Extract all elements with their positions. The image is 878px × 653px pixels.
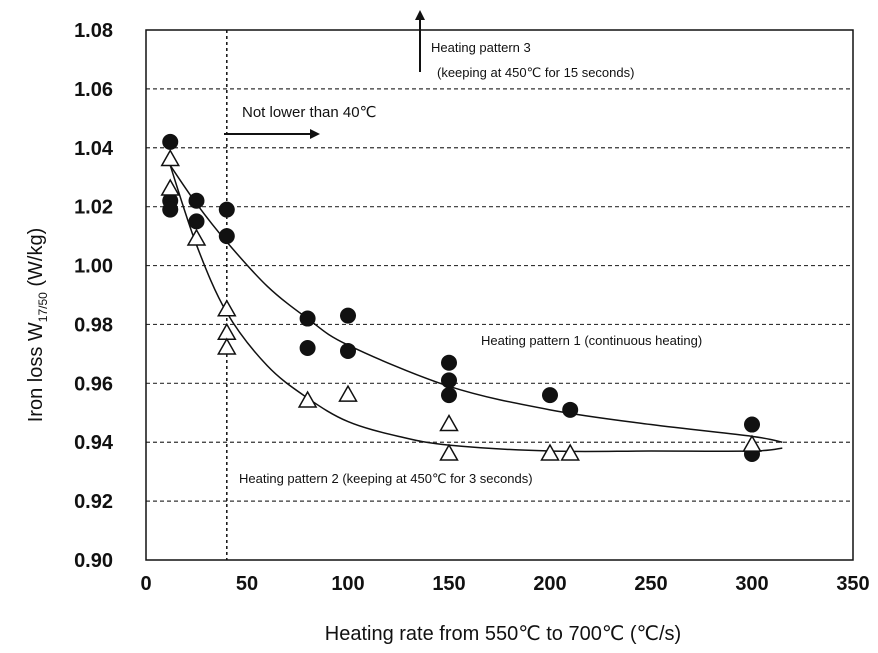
data-point-triangle — [744, 436, 761, 451]
grid-lines — [146, 89, 853, 501]
data-points — [162, 134, 761, 462]
x-tick-label: 300 — [735, 573, 768, 595]
y-axis-label-sub: 17/50 — [36, 292, 50, 322]
data-point-triangle — [188, 230, 205, 245]
y-tick-label: 0.94 — [74, 432, 114, 454]
fit-curves — [170, 165, 782, 451]
y-tick-label: 0.98 — [74, 314, 113, 336]
data-point-circle — [219, 202, 235, 218]
x-tick-label: 0 — [140, 573, 151, 595]
x-tick-label: 350 — [836, 573, 869, 595]
y-axis-label-unit: (W/kg) — [25, 228, 47, 292]
annotation-pattern-3-line2: (keeping at 450℃ for 15 seconds) — [437, 65, 634, 80]
y-tick-label: 0.96 — [74, 373, 113, 395]
data-point-circle — [340, 343, 356, 359]
data-point-circle — [189, 193, 205, 209]
y-tick-label: 1.06 — [74, 79, 113, 101]
y-tick-label: 1.08 — [74, 20, 113, 42]
y-tick-labels: 0.90 0.92 0.94 0.96 0.98 1.00 1.02 1.04 1.06 1.08 — [74, 20, 114, 572]
data-point-triangle — [562, 445, 579, 460]
data-point-triangle — [340, 386, 357, 401]
annotation-pattern-1: Heating pattern 1 (continuous heating) — [481, 333, 702, 348]
data-point-circle — [219, 228, 235, 244]
x-tick-label: 150 — [432, 573, 465, 595]
y-tick-label: 1.00 — [74, 256, 113, 278]
annotation-pattern-3-line1: Heating pattern 3 — [431, 40, 531, 55]
y-axis-label-main: Iron loss W — [25, 322, 47, 422]
x-tick-label: 100 — [331, 573, 364, 595]
data-point-circle — [300, 340, 316, 356]
data-point-circle — [340, 308, 356, 324]
y-tick-label: 1.02 — [74, 197, 113, 219]
data-point-triangle — [441, 416, 458, 431]
data-point-circle — [562, 402, 578, 418]
data-point-circle — [300, 311, 316, 327]
y-tick-label: 1.04 — [74, 138, 114, 160]
x-tick-label: 200 — [533, 573, 566, 595]
data-point-triangle — [218, 339, 235, 354]
data-point-circle — [744, 417, 760, 433]
x-axis-label: Heating rate from 550℃ to 700℃ (℃/s) — [325, 623, 681, 645]
fit-curve — [170, 165, 782, 451]
data-point-circle — [441, 387, 457, 403]
data-point-circle — [162, 134, 178, 150]
data-point-circle — [189, 213, 205, 229]
annotation-pattern-2: Heating pattern 2 (keeping at 450℃ for 3… — [239, 471, 533, 486]
x-tick-labels: 0 50 100 150 200 250 300 350 — [140, 573, 869, 595]
data-point-triangle — [218, 324, 235, 339]
data-point-triangle — [542, 445, 559, 460]
data-point-triangle — [441, 445, 458, 460]
data-point-circle — [542, 387, 558, 403]
data-point-circle — [441, 372, 457, 388]
x-tick-label: 50 — [236, 573, 258, 595]
annotation-not-lower: Not lower than 40℃ — [242, 104, 376, 121]
y-axis-label: Iron loss W17/50 (W/kg) — [25, 228, 50, 423]
y-tick-label: 0.92 — [74, 491, 113, 513]
x-tick-label: 250 — [634, 573, 667, 595]
data-point-circle — [162, 202, 178, 218]
y-tick-label: 0.90 — [74, 550, 113, 572]
data-point-circle — [441, 355, 457, 371]
data-point-triangle — [162, 151, 179, 166]
